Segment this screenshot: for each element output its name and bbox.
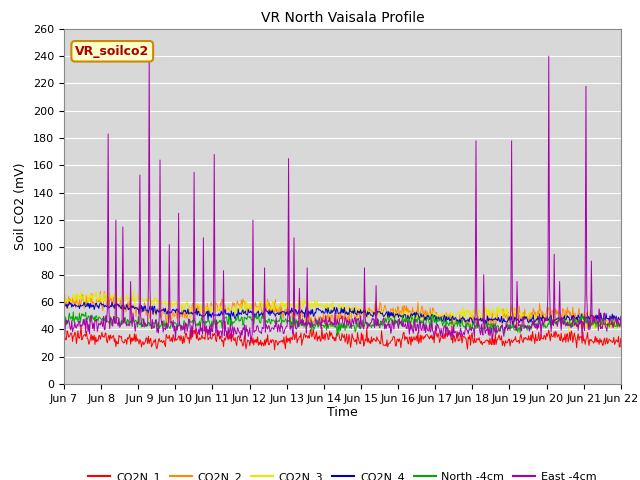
CO2N_1 <box>77 323 85 328</box>
CO2N_4 <box>617 317 625 323</box>
CO2N_2 <box>128 303 136 309</box>
East -4cm <box>214 327 222 333</box>
Line: CO2N_4: CO2N_4 <box>64 302 621 324</box>
CO2N_4 <box>128 305 136 311</box>
CO2N_4 <box>411 310 419 315</box>
CO2N_4 <box>214 313 222 319</box>
Line: CO2N_1: CO2N_1 <box>64 325 621 350</box>
CO2N_2 <box>97 288 104 294</box>
CO2N_3 <box>565 328 573 334</box>
CO2N_1 <box>428 332 436 338</box>
East -4cm <box>617 313 625 319</box>
CO2N_4 <box>60 302 68 308</box>
CO2N_3 <box>411 313 419 319</box>
CO2N_2 <box>70 301 78 307</box>
CO2N_2 <box>411 311 419 316</box>
North -4cm <box>617 318 625 324</box>
North -4cm <box>70 309 77 315</box>
CO2N_4 <box>65 299 73 305</box>
Text: VR_soilco2: VR_soilco2 <box>75 45 149 58</box>
North -4cm <box>71 316 79 322</box>
X-axis label: Time: Time <box>327 407 358 420</box>
Line: CO2N_2: CO2N_2 <box>64 291 621 332</box>
East -4cm <box>60 309 68 315</box>
CO2N_4 <box>185 311 193 317</box>
CO2N_3 <box>70 295 78 300</box>
CO2N_4 <box>71 301 79 307</box>
CO2N_1 <box>185 335 193 340</box>
Y-axis label: Soil CO2 (mV): Soil CO2 (mV) <box>15 163 28 250</box>
East -4cm <box>145 53 153 59</box>
North -4cm <box>412 319 419 324</box>
CO2N_3 <box>214 307 222 313</box>
Line: East -4cm: East -4cm <box>64 56 621 341</box>
North -4cm <box>214 319 222 325</box>
CO2N_1 <box>70 333 78 339</box>
East -4cm <box>70 324 78 330</box>
East -4cm <box>247 338 255 344</box>
CO2N_1 <box>214 333 222 339</box>
CO2N_2 <box>60 304 68 310</box>
Title: VR North Vaisala Profile: VR North Vaisala Profile <box>260 11 424 25</box>
CO2N_1 <box>60 336 68 342</box>
CO2N_3 <box>60 296 68 302</box>
CO2N_1 <box>412 336 419 342</box>
North -4cm <box>185 323 193 328</box>
CO2N_3 <box>617 323 625 329</box>
CO2N_2 <box>617 316 625 322</box>
CO2N_1 <box>617 336 625 341</box>
CO2N_2 <box>428 319 435 325</box>
North -4cm <box>128 317 136 323</box>
CO2N_3 <box>130 288 138 294</box>
North -4cm <box>428 319 436 325</box>
CO2N_1 <box>271 347 278 353</box>
Line: CO2N_3: CO2N_3 <box>64 291 621 331</box>
CO2N_3 <box>185 303 193 309</box>
Line: North -4cm: North -4cm <box>64 312 621 336</box>
East -4cm <box>412 328 419 334</box>
East -4cm <box>127 316 135 322</box>
CO2N_3 <box>127 296 135 302</box>
North -4cm <box>60 320 68 326</box>
CO2N_2 <box>185 311 193 316</box>
East -4cm <box>185 316 193 322</box>
Legend: CO2N_1, CO2N_2, CO2N_3, CO2N_4, North -4cm, East -4cm: CO2N_1, CO2N_2, CO2N_3, CO2N_4, North -4… <box>84 468 601 480</box>
CO2N_1 <box>128 338 136 344</box>
CO2N_4 <box>509 322 516 327</box>
East -4cm <box>428 317 436 323</box>
CO2N_4 <box>428 313 435 319</box>
CO2N_3 <box>428 315 435 321</box>
North -4cm <box>333 334 341 339</box>
CO2N_2 <box>214 307 222 313</box>
CO2N_2 <box>450 329 458 335</box>
